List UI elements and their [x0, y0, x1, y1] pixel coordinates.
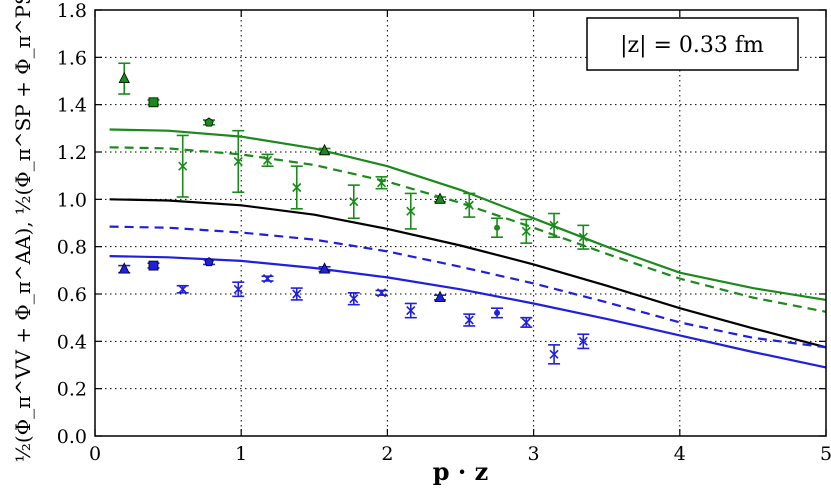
- black-solid-curve: [109, 198, 827, 349]
- data-point: [520, 218, 533, 244]
- data-point: [290, 287, 303, 301]
- pentagon-marker: [204, 117, 214, 127]
- x-marker: [578, 232, 588, 242]
- x-marker: [549, 220, 559, 230]
- data-point: [261, 153, 274, 167]
- y-tick-label: 0.8: [57, 237, 87, 259]
- y-tick-label: 0.6: [57, 284, 87, 306]
- data-point: [147, 260, 160, 271]
- x-axis-label: p · z: [433, 457, 488, 486]
- square-marker: [148, 260, 159, 271]
- x-marker: [376, 288, 387, 298]
- ticks: 0 1 2 3 4 5 0.0 0.2 0.4 0.6 0.8 1.0 1.2 1.4 1.6 1.8: [57, 0, 831, 465]
- pentagon-marker: [204, 257, 214, 267]
- dot-marker: [494, 224, 501, 231]
- y-tick-label: 0.0: [57, 426, 87, 448]
- data-point: [463, 192, 476, 218]
- x-marker: [578, 336, 588, 346]
- x-marker: [464, 315, 474, 325]
- data-point: [147, 97, 160, 108]
- x-tick-label: 1: [235, 443, 247, 465]
- data-point: [318, 143, 331, 156]
- x-marker: [464, 200, 474, 210]
- x-marker: [233, 156, 243, 167]
- y-tick-label: 1.8: [57, 0, 87, 22]
- y-tick-label: 1.2: [57, 142, 87, 164]
- triangle-marker: [118, 262, 130, 274]
- y-tick-label: 1.4: [57, 95, 87, 117]
- data-point: [491, 307, 504, 319]
- data-point: [261, 274, 274, 284]
- data-point: [463, 313, 476, 327]
- data-point: [176, 284, 189, 294]
- plot-frame: [94, 9, 827, 437]
- data-point: [434, 290, 447, 302]
- x-tick-label: 5: [820, 443, 831, 465]
- triangle-marker: [318, 262, 331, 274]
- triangle-marker: [434, 192, 446, 204]
- x-tick-label: 0: [89, 443, 101, 465]
- y-axis-label: ½(Φ_π^VV + Φ_π^AA), ½(Φ_π^SP + Φ_π^PS): [11, 0, 35, 462]
- x-marker: [349, 294, 359, 304]
- data-point: [118, 62, 131, 95]
- x-marker: [376, 178, 387, 188]
- x-marker: [521, 317, 531, 327]
- data-point: [520, 316, 533, 328]
- green-solid-curve: [109, 128, 827, 301]
- x-marker: [233, 284, 243, 294]
- x-marker: [292, 289, 302, 299]
- data-point: [203, 117, 216, 127]
- dot-marker: [494, 309, 501, 316]
- data-point: [232, 129, 245, 194]
- x-marker: [406, 206, 416, 216]
- x-marker: [262, 155, 273, 165]
- x-marker: [178, 284, 188, 294]
- data-point: [290, 165, 303, 210]
- data-point: [375, 288, 388, 298]
- y-tick-label: 0.4: [57, 331, 87, 353]
- annotation-text: |z| = 0.33 fm: [620, 33, 764, 58]
- x-marker: [349, 197, 359, 207]
- data-point: [232, 281, 245, 298]
- triangle-marker: [318, 143, 331, 156]
- data-point: [577, 224, 590, 250]
- x-tick-label: 3: [528, 443, 540, 465]
- data-point: [118, 262, 131, 274]
- x-marker: [262, 274, 273, 284]
- data-point: [404, 302, 417, 319]
- x-marker: [521, 226, 531, 236]
- data-point: [375, 176, 388, 190]
- triangle-marker: [118, 71, 130, 84]
- data-point: [577, 333, 590, 350]
- x-tick-label: 4: [674, 443, 686, 465]
- x-tick-label: 2: [381, 443, 393, 465]
- blue-solid-curve: [109, 255, 827, 369]
- data-point: [347, 184, 360, 220]
- y-tick-label: 1.6: [57, 47, 87, 69]
- data-point: [548, 212, 561, 238]
- square-marker: [148, 97, 159, 108]
- data-point: [176, 134, 189, 198]
- theory-curves: [109, 128, 827, 369]
- data-point: [434, 192, 447, 204]
- y-tick-label: 0.2: [57, 379, 87, 401]
- x-marker: [178, 161, 188, 171]
- green-dashed-curve: [109, 146, 827, 313]
- data-point: [548, 344, 561, 365]
- data-point: [404, 192, 417, 230]
- data-point: [203, 257, 216, 267]
- data-point: [491, 217, 504, 238]
- data-point: [318, 262, 331, 274]
- x-marker: [292, 182, 302, 193]
- blue-dashed-curve: [109, 225, 827, 349]
- data-point: [347, 292, 360, 306]
- y-tick-label: 1.0: [57, 189, 87, 211]
- annotation-box: |z| = 0.33 fm: [586, 17, 799, 71]
- data-points: [118, 62, 590, 365]
- triangle-marker: [434, 290, 446, 302]
- x-marker: [549, 349, 559, 359]
- x-marker: [406, 306, 416, 316]
